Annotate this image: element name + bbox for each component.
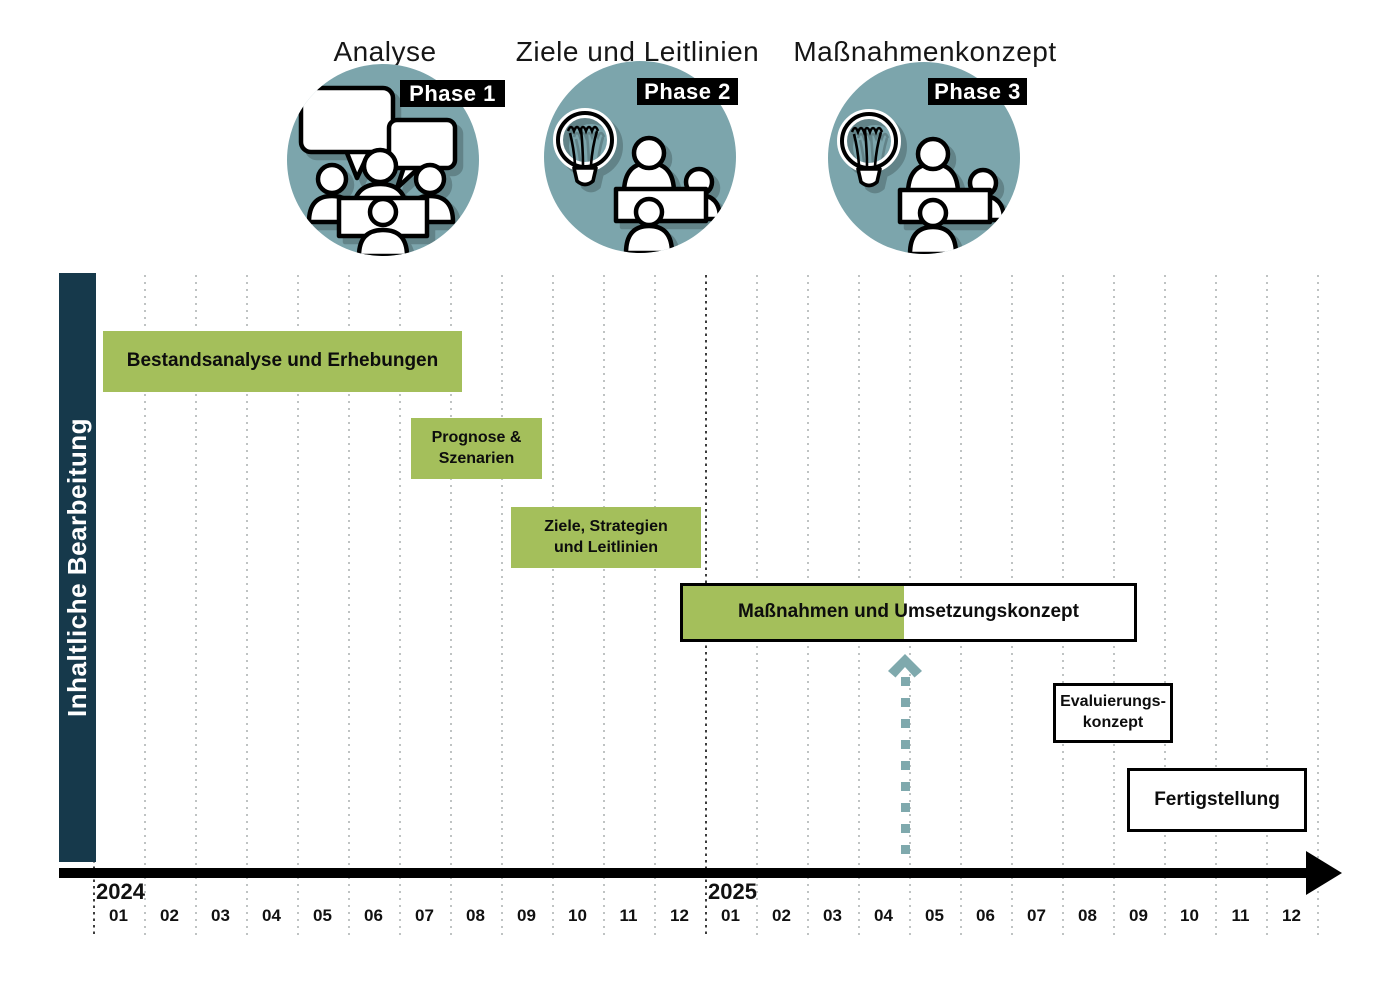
month-gridline [603,275,605,935]
month-label: 04 [874,906,893,925]
lightbulb-meeting-icon [837,109,1007,254]
lightbulb-meeting-icon [553,108,723,253]
month-label: 08 [466,906,485,925]
month-label: 11 [619,906,638,925]
task-bar: Prognose & Szenarien [411,418,542,479]
month-label: 12 [670,906,689,925]
row-group-label: Inhaltliche Bearbeitung [62,418,92,717]
month-label: 03 [211,906,230,925]
phase-3-title: Maßnahmenkonzept [793,36,1057,67]
task-bar-label: Prognose & Szenarien [431,428,522,467]
month-gridline [654,275,656,935]
phase-2-badge: Phase 2 [637,78,738,105]
month-label: 05 [313,906,332,925]
month-gridline [297,275,299,935]
month-gridline [195,275,197,935]
month-label: 10 [1180,906,1199,925]
month-label: 11 [1231,906,1250,925]
task-bar: Maßnahmen und Umsetzungskonzept [680,583,1137,642]
month-label: 09 [517,906,536,925]
task-bar: Ziele, Strategien und Leitlinien [511,507,701,568]
month-label: 01 [721,906,740,925]
month-gridline [501,275,503,935]
phase-1-title: Analyse [333,36,437,67]
month-label: 06 [976,906,995,925]
month-gridline [1317,275,1319,935]
task-bar-label: Fertigstellung [1154,788,1280,810]
row-group-bar: Inhaltliche Bearbeitung [59,273,96,862]
task-bar: Bestandsanalyse und Erhebungen [103,331,462,392]
month-label: 07 [1027,906,1046,925]
month-label: 08 [1078,906,1097,925]
phase-3-circle [828,62,1020,254]
month-label: 06 [364,906,383,925]
month-label: 07 [415,906,434,925]
month-gridline [399,275,401,935]
month-gridline [348,275,350,935]
month-label: 10 [568,906,587,925]
month-label: 02 [160,906,179,925]
milestone-dashed-line [901,677,910,866]
phase-1-badge: Phase 1 [400,80,505,107]
month-gridline [1215,275,1217,935]
month-label: 12 [1282,906,1301,925]
time-axis-arrowhead-icon [1306,851,1342,895]
month-label: 04 [262,906,281,925]
month-gridline [144,275,146,935]
milestone-up-arrow-icon [888,654,922,683]
task-bar: Fertigstellung [1127,768,1307,832]
month-label: 03 [823,906,842,925]
task-bar: Evaluierungs-konzept [1053,683,1173,743]
month-label: 02 [772,906,791,925]
task-bar-label: Maßnahmen und Umsetzungskonzept [738,601,1079,623]
month-gridline [1266,275,1268,935]
month-gridline [552,275,554,935]
task-bar-label: Bestandsanalyse und Erhebungen [126,350,439,372]
month-label: 09 [1129,906,1148,925]
phase-3-badge: Phase 3 [928,78,1027,105]
month-label: 05 [925,906,944,925]
month-gridline [450,275,452,935]
meeting-speech-bubbles-icon [298,85,458,256]
month-label: 01 [109,906,128,925]
year-label: 2024 [96,879,145,904]
task-bar-label: Evaluierungs-konzept [1060,693,1166,731]
time-axis-line [59,868,1314,878]
year-label: 2025 [708,879,757,904]
task-bar-label: Ziele, Strategien und Leitlinien [544,517,668,556]
task-bar-green-fill [683,586,904,639]
month-gridline [246,275,248,935]
month-gridline [1164,275,1166,935]
